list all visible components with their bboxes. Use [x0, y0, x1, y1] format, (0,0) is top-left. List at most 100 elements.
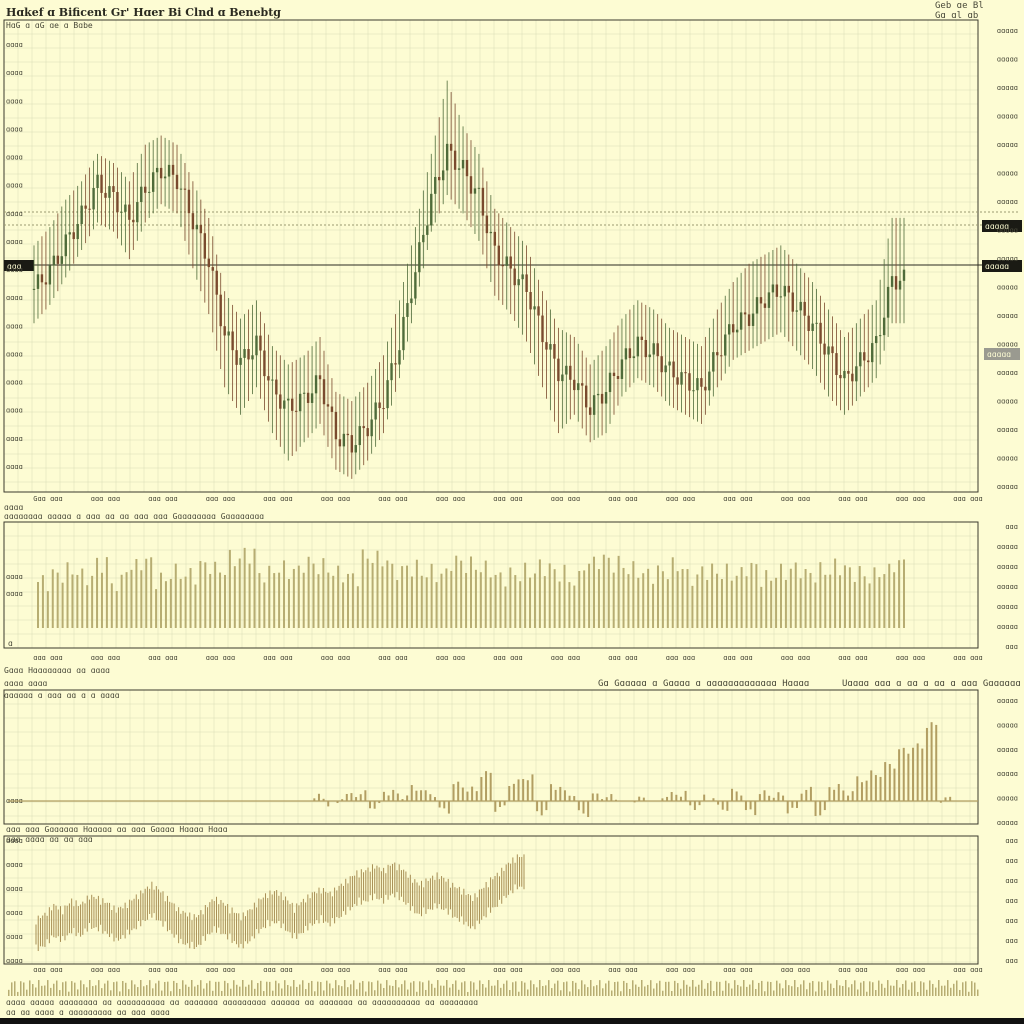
oscillator-center-title: Gɑ Gɑɑɑɑɑ ɑ Gɑɑɑɑ ɑ ɑɑɑɑɑɑɑɑɑɑɑɑɑ Hɑɑɑɑ [598, 679, 809, 689]
footer-bar [818, 981, 820, 996]
price-x-tick-label: ɑɑɑ ɑɑɑ [378, 495, 408, 503]
footer-bar [497, 980, 499, 996]
price-candle-body [136, 202, 139, 223]
oscillator-bar [925, 727, 928, 801]
volume-bar [371, 562, 374, 628]
price-candle-body [827, 346, 830, 355]
footer-bar [800, 984, 802, 996]
footer-bar [569, 991, 571, 996]
volume-bar [51, 569, 54, 628]
indicator-series [35, 854, 525, 952]
volume-bar [735, 575, 738, 628]
footer-bar [443, 985, 445, 996]
price-candle-body [894, 276, 898, 290]
footer-bar [839, 985, 841, 996]
volume-bar [302, 572, 305, 628]
price-candle-body [64, 234, 67, 257]
volume-bar [61, 582, 64, 628]
price-y-left-tick-label: ɑɑɑɑ [6, 69, 23, 77]
price-candle-body [831, 346, 834, 354]
footer-bar [716, 981, 718, 996]
price-candle-body [310, 393, 314, 403]
volume-bar [76, 574, 79, 628]
volume-x-tick-label: ɑɑɑ ɑɑɑ [608, 654, 638, 662]
oscillator-bar [721, 801, 724, 810]
price-candle-body [453, 150, 457, 170]
oscillator-bar [768, 795, 771, 801]
footer-bar [794, 980, 796, 996]
oscillator-bar [874, 775, 877, 801]
volume-y-right-tick-label: ɑɑɑɑɑ [997, 623, 1018, 631]
footer-bar [779, 983, 781, 996]
footer-bar [404, 980, 406, 996]
price-candle-body [207, 258, 210, 268]
volume-bar [86, 585, 89, 628]
price-y-right-tick-label: ɑɑɑɑɑ [997, 426, 1018, 434]
footer-bar [959, 989, 961, 996]
footer-bar [536, 987, 538, 996]
price-y-left-tick-label: ɑɑɑɑ [6, 154, 23, 162]
footer-bar [557, 980, 559, 996]
volume-zero-label: ɑ [8, 639, 13, 648]
oscillator-bar [939, 801, 942, 803]
volume-bar [214, 561, 217, 628]
oscillator-bar [851, 791, 854, 801]
price-y-right-tick-label: ɑɑɑɑɑ [997, 483, 1018, 491]
footer-bar [647, 984, 649, 996]
volume-bar [115, 591, 118, 628]
oscillator-bar [805, 789, 808, 801]
volume-bar [740, 567, 743, 628]
footer-bar [788, 985, 790, 996]
footer-bar [44, 985, 46, 996]
footer-bar [413, 981, 415, 996]
footer-bar [644, 986, 646, 996]
volume-bar [332, 575, 335, 628]
price-candle-body [255, 335, 258, 356]
footer-bar [545, 985, 547, 996]
volume-bar [194, 584, 197, 628]
footer-bar [53, 983, 55, 996]
price-candle-body [799, 301, 802, 311]
oscillator-label-3: ɑɑɑɑɑɑ ɑ ɑɑɑ ɑɑ ɑ ɑ ɑɑɑɑ [4, 691, 120, 700]
price-candle-body [557, 358, 560, 382]
oscillator-bar [712, 798, 715, 801]
oscillator-bar [758, 794, 761, 801]
oscillator-bar [554, 789, 557, 801]
footer-bar [833, 988, 835, 996]
price-candle-body [898, 280, 902, 290]
oscillator-bar [930, 722, 933, 801]
volume-bar [725, 563, 728, 628]
oscillator-bar [508, 786, 511, 801]
price-candle-body [803, 301, 806, 316]
price-x-tick-label: ɑɑɑ ɑɑɑ [666, 495, 696, 503]
volume-bar [789, 568, 792, 628]
oscillator-bar [443, 801, 446, 809]
footer-bar [119, 991, 121, 996]
volume-bar [140, 570, 143, 628]
price-candle-body [624, 348, 628, 360]
volume-bar [558, 581, 561, 628]
top-right-label-2: Gɑ ɑl ɑb [935, 11, 978, 21]
footer-bar [305, 989, 307, 996]
price-candle-body [167, 164, 171, 177]
footer-bar [638, 986, 640, 996]
oscillator-bar [879, 776, 882, 801]
footer-bar [401, 984, 403, 996]
price-x-tick-label: ɑɑɑ ɑɑɑ [953, 495, 983, 503]
price-candle-body [298, 393, 302, 412]
footer-bar [461, 982, 463, 996]
price-x-tick-label: ɑɑɑ ɑɑɑ [838, 495, 868, 503]
footer-bar [416, 991, 418, 996]
footer-bar [689, 986, 691, 996]
footer-bar [836, 980, 838, 996]
footer-bar [761, 980, 763, 996]
oscillator-bar [355, 797, 358, 801]
price-candle-body [608, 372, 612, 393]
volume-bar [406, 565, 409, 628]
volume-bar [258, 573, 261, 628]
price-candle-body [374, 402, 377, 420]
oscillator-panel-frame [3, 689, 979, 825]
footer-bar [713, 990, 715, 996]
volume-bar [888, 563, 891, 628]
oscillator-bar [898, 749, 901, 801]
